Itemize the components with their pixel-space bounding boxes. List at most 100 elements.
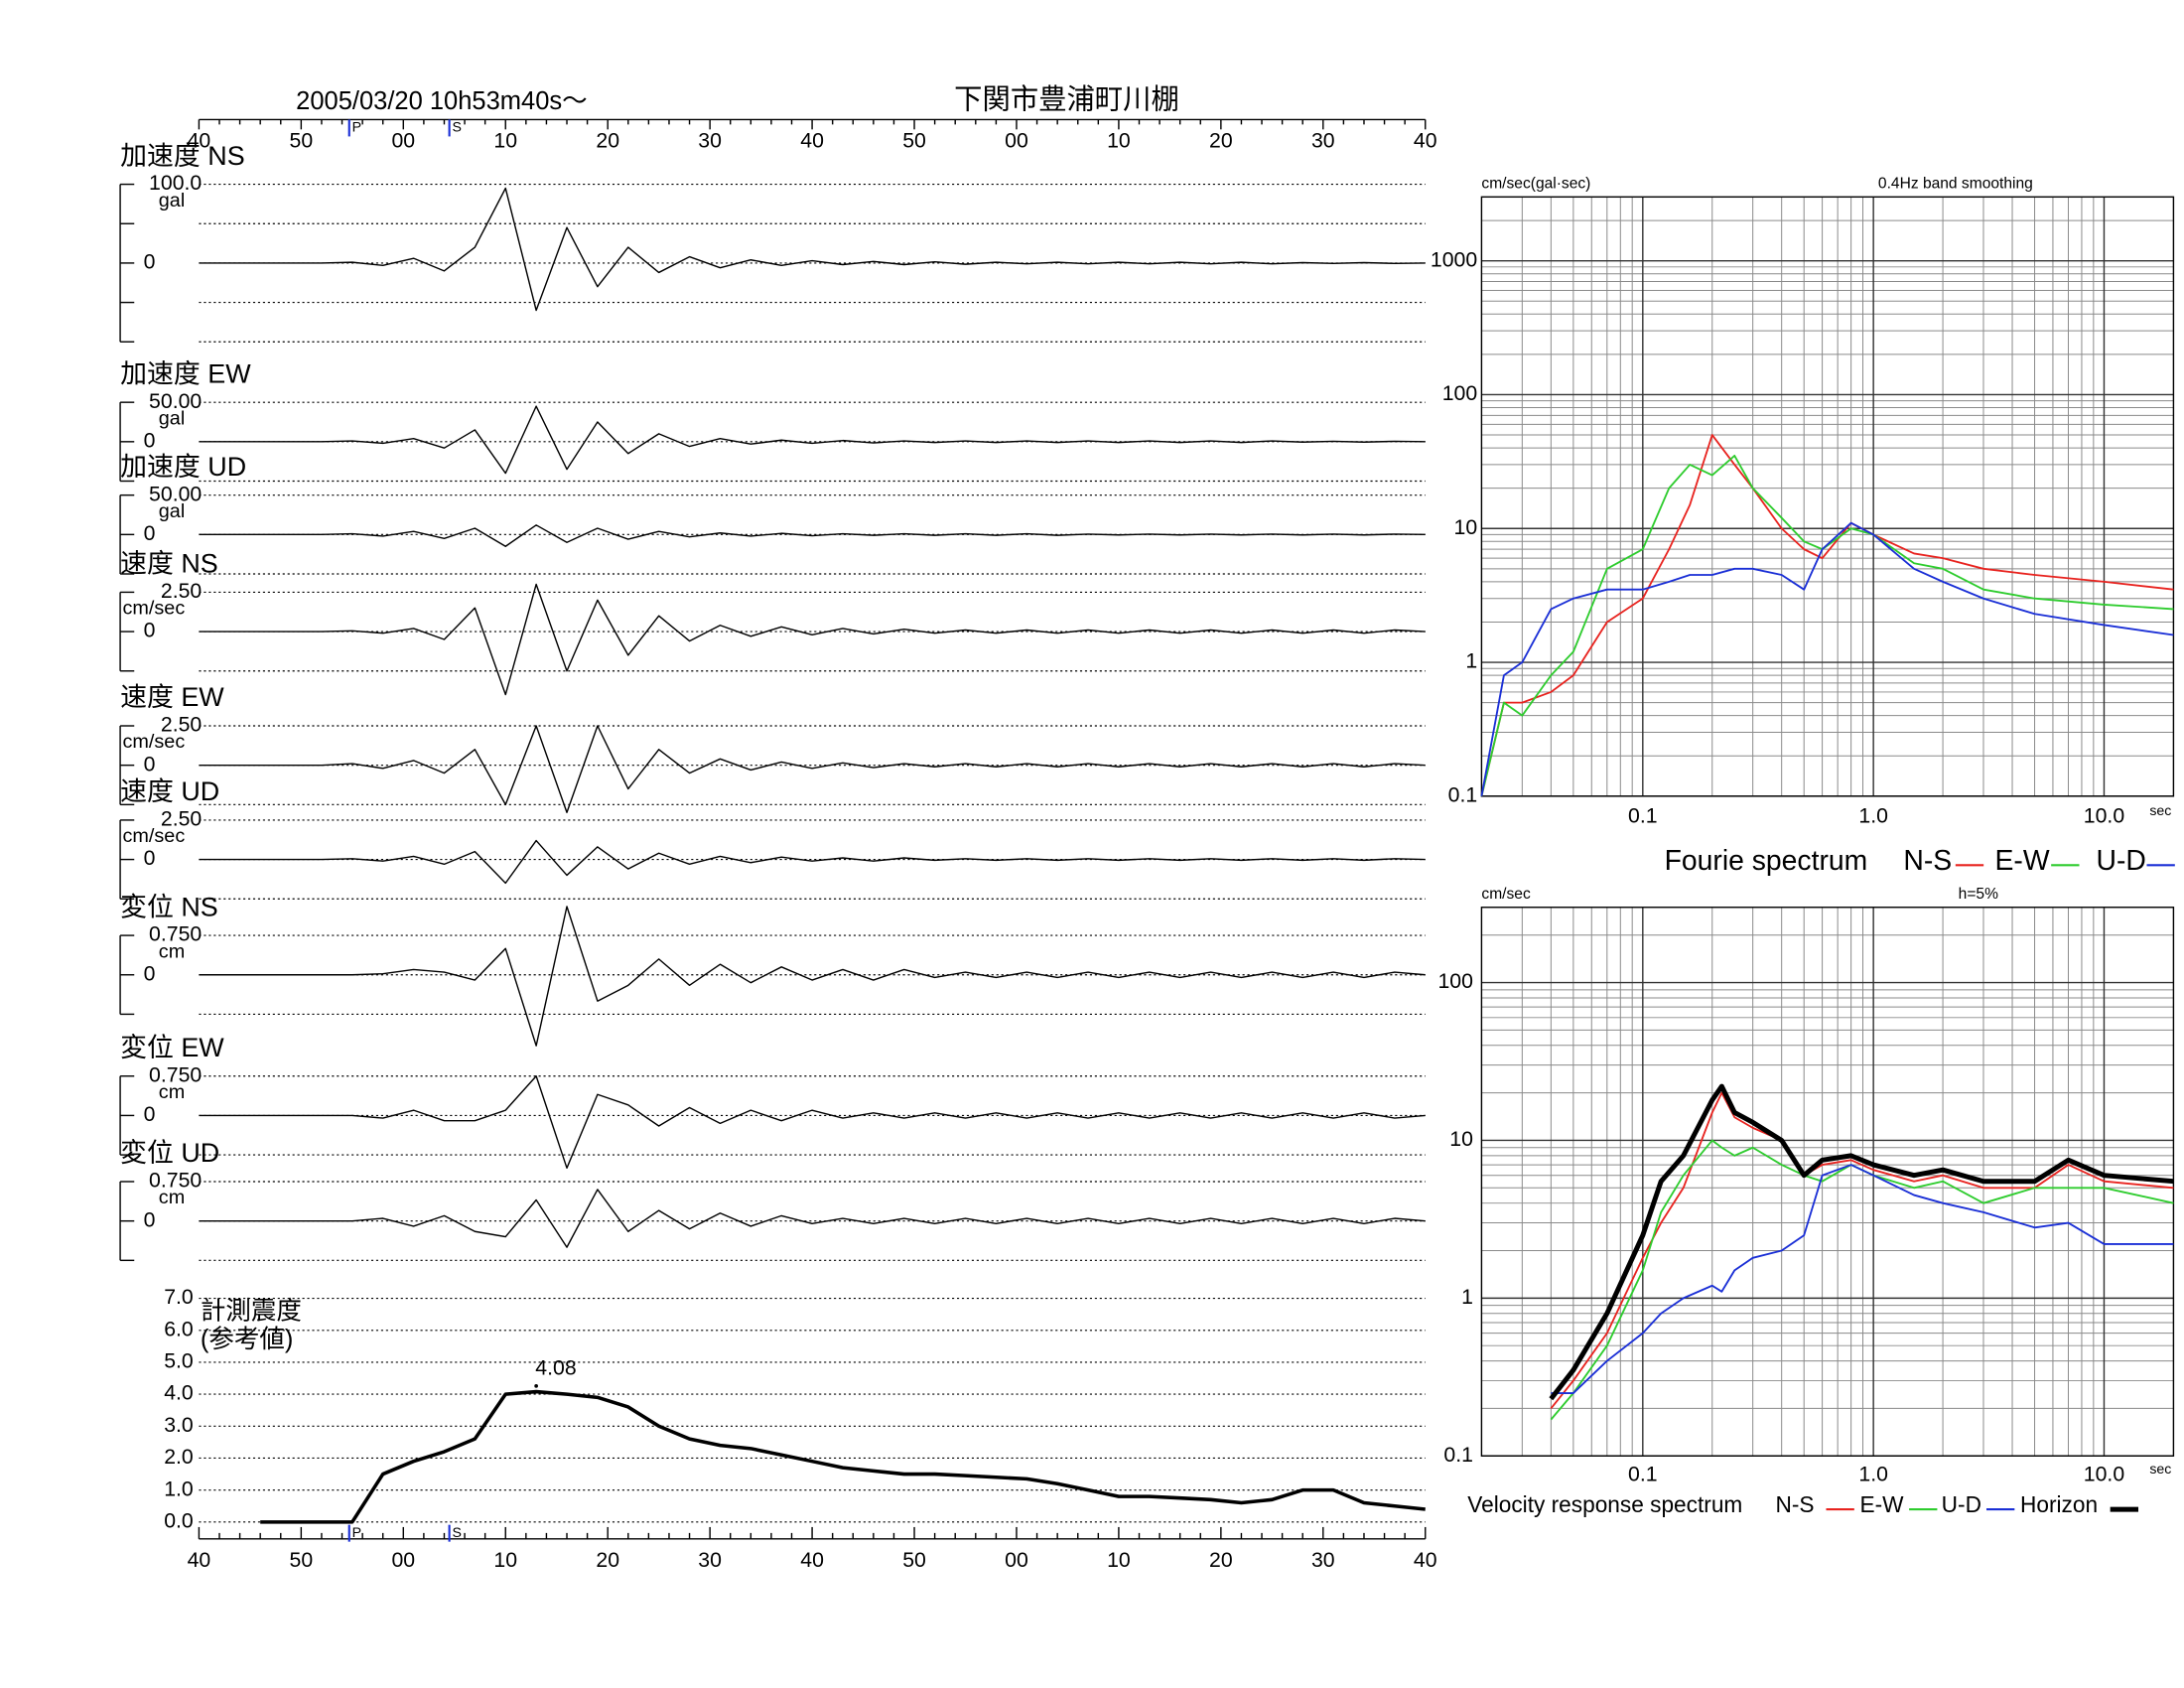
y-tick-label: 0 bbox=[144, 521, 156, 545]
series-line bbox=[1549, 1083, 2174, 1401]
time-tick-label: 40 bbox=[188, 1548, 211, 1572]
y-tick-label: 0 bbox=[144, 428, 156, 452]
y-tick-label: 4.0 bbox=[164, 1381, 194, 1405]
y-tick-label: 1 bbox=[1465, 649, 1477, 673]
time-tick-label: 50 bbox=[902, 129, 926, 153]
x-tick-label: 1.0 bbox=[1858, 804, 1888, 828]
y-tick-label: 2.50 bbox=[161, 807, 202, 831]
y-axis-label: cm/sec bbox=[1481, 886, 1531, 903]
time-tick-label: 20 bbox=[1209, 129, 1233, 153]
y-tick-label: 50.00 bbox=[149, 482, 202, 505]
legend-label: N-S bbox=[1776, 1491, 1815, 1517]
time-tick-label: 10 bbox=[1107, 1548, 1131, 1572]
y-tick-label: 0.1 bbox=[1443, 1443, 1473, 1467]
time-tick-label: 00 bbox=[391, 129, 415, 153]
time-tick-label: 00 bbox=[1005, 129, 1028, 153]
panel-title: 変位 UD bbox=[120, 1138, 219, 1168]
waveform bbox=[199, 725, 1426, 813]
y-tick-label: 10 bbox=[1454, 515, 1478, 539]
unit-label: cm bbox=[159, 1187, 185, 1208]
y-tick-label: 0.0 bbox=[164, 1508, 194, 1532]
y-tick-label: 100.0 bbox=[149, 171, 202, 195]
phase-label: P bbox=[352, 120, 361, 136]
x-axis-label: sec bbox=[2149, 1462, 2171, 1477]
unit-label: gal bbox=[159, 407, 185, 429]
time-tick-label: 20 bbox=[1209, 1548, 1233, 1572]
title: 2005/03/20 10h53m40s〜 bbox=[296, 87, 587, 115]
y-tick-label: 2.50 bbox=[161, 579, 202, 603]
note: 0.4Hz band smoothing bbox=[1878, 176, 2033, 193]
y-tick-label: 0 bbox=[144, 961, 156, 985]
panel-title: 変位 NS bbox=[120, 892, 218, 921]
time-tick-label: 00 bbox=[1005, 1548, 1028, 1572]
y-tick-label: 0 bbox=[144, 752, 156, 775]
waveform bbox=[199, 1075, 1426, 1170]
y-tick-label: 0.750 bbox=[149, 922, 202, 946]
phase-label: S bbox=[452, 1525, 461, 1541]
intensity-title: 計測震度 bbox=[201, 1297, 302, 1325]
plot-frame bbox=[1480, 907, 2175, 1457]
y-tick-label: 0.1 bbox=[1448, 782, 1478, 806]
peak-dot bbox=[534, 1384, 538, 1388]
y-tick-label: 0 bbox=[144, 846, 156, 870]
y-tick-label: 50.00 bbox=[149, 389, 202, 413]
peak-label: 4.08 bbox=[535, 1355, 576, 1379]
y-tick-label: 0.750 bbox=[149, 1062, 202, 1086]
time-tick-label: 40 bbox=[800, 129, 824, 153]
x-tick-label: 10.0 bbox=[2084, 804, 2124, 828]
time-tick-label: 10 bbox=[493, 129, 517, 153]
plot-frame bbox=[1480, 196, 2175, 797]
series-line bbox=[1480, 434, 2174, 797]
chart-title: Fourie spectrum bbox=[1665, 845, 1868, 877]
time-tick-label: 10 bbox=[493, 1548, 517, 1572]
note: h=5% bbox=[1959, 886, 1998, 903]
unit-label: cm/sec bbox=[122, 825, 185, 847]
intensity-line bbox=[260, 1389, 1426, 1524]
y-tick-label: 0 bbox=[144, 250, 156, 274]
unit-label: gal bbox=[159, 190, 185, 211]
unit-label: cm/sec bbox=[122, 731, 185, 753]
legend-label: Horizon bbox=[2020, 1491, 2098, 1517]
time-tick-label: 40 bbox=[1414, 129, 1437, 153]
panel-title: 速度 NS bbox=[120, 549, 218, 579]
time-tick-label: 30 bbox=[1311, 129, 1335, 153]
chart-title: Velocity response spectrum bbox=[1467, 1491, 1742, 1517]
waveform bbox=[199, 524, 1426, 547]
time-tick-label: 50 bbox=[902, 1548, 926, 1572]
y-tick-label: 0 bbox=[144, 619, 156, 642]
y-tick-label: 10 bbox=[1449, 1127, 1473, 1151]
series-line bbox=[1480, 454, 2174, 797]
waveform bbox=[199, 405, 1426, 475]
y-tick-label: 1 bbox=[1461, 1285, 1473, 1309]
panel-title: 加速度 UD bbox=[120, 452, 246, 482]
time-tick-label: 30 bbox=[698, 129, 722, 153]
x-axis-label: sec bbox=[2149, 803, 2171, 819]
panel-title: 加速度 EW bbox=[120, 358, 251, 388]
time-tick-label: 30 bbox=[1311, 1548, 1335, 1572]
time-tick-label: 10 bbox=[1107, 129, 1131, 153]
waveform bbox=[199, 839, 1426, 885]
y-tick-label: 2.0 bbox=[164, 1445, 194, 1469]
y-tick-label: 2.50 bbox=[161, 713, 202, 737]
time-tick-label: 50 bbox=[290, 129, 314, 153]
intensity-subtitle: (参考値) bbox=[201, 1326, 293, 1353]
y-axis-label: cm/sec(gal·sec) bbox=[1481, 176, 1590, 193]
time-tick-label: 50 bbox=[290, 1548, 314, 1572]
series-line bbox=[1550, 1139, 2174, 1421]
y-tick-label: 0 bbox=[144, 1102, 156, 1126]
panel-title: 速度 UD bbox=[120, 776, 219, 806]
time-tick-label: 20 bbox=[596, 129, 619, 153]
waveform bbox=[199, 583, 1426, 696]
y-tick-label: 7.0 bbox=[164, 1285, 194, 1309]
legend-label: N-S bbox=[1903, 845, 1952, 877]
y-tick-label: 6.0 bbox=[164, 1317, 194, 1340]
legend-label: U-D bbox=[1942, 1491, 1981, 1517]
time-tick-label: 30 bbox=[698, 1548, 722, 1572]
panel-title: 加速度 NS bbox=[120, 141, 245, 171]
time-tick-label: 40 bbox=[1414, 1548, 1437, 1572]
time-tick-label: 40 bbox=[800, 1548, 824, 1572]
y-tick-label: 3.0 bbox=[164, 1413, 194, 1437]
unit-label: cm/sec bbox=[122, 598, 185, 620]
